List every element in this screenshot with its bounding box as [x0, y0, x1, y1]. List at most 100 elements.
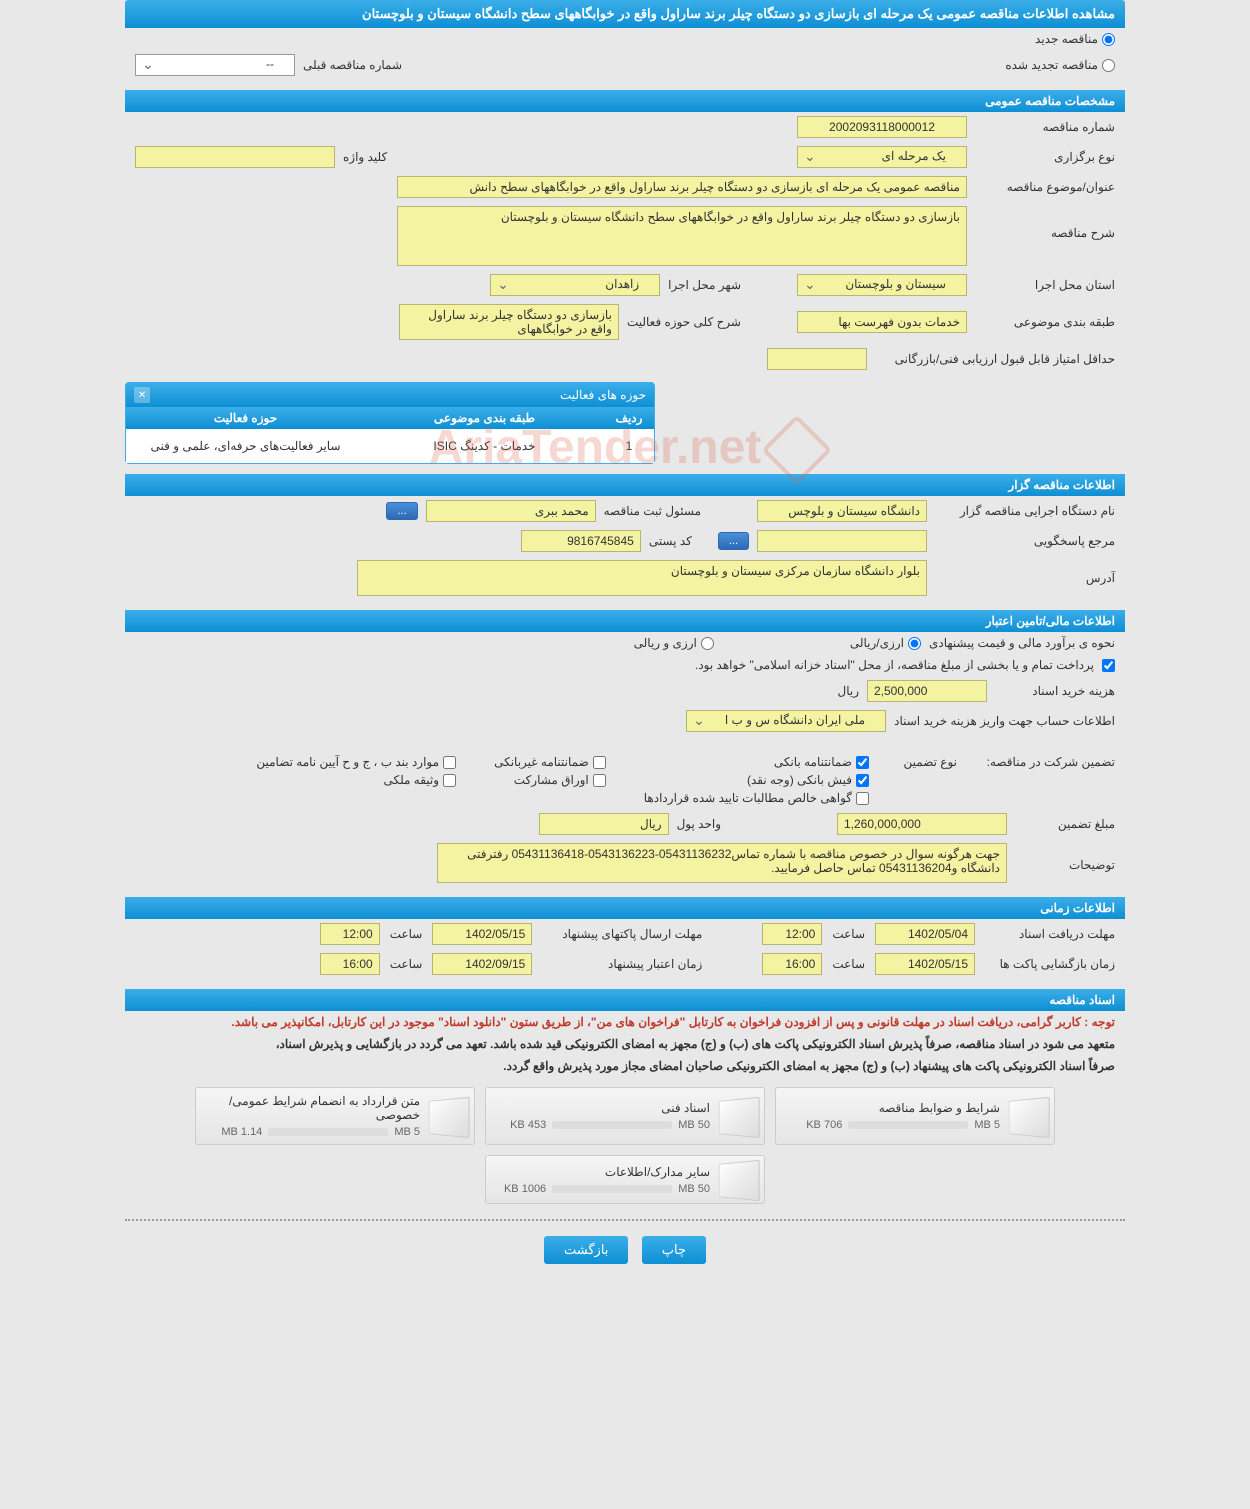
document-item[interactable]: متن قرارداد به انضمام شرایط عمومی/خصوصی5…	[195, 1087, 475, 1145]
progress-bar	[552, 1185, 672, 1193]
more-button[interactable]: ...	[386, 502, 417, 520]
contact-field[interactable]	[757, 530, 927, 552]
province-select[interactable]: سیستان و بلوچستان	[797, 274, 967, 296]
check-bank[interactable]: ضمانتنامه بانکی	[644, 755, 869, 769]
time-label-3: ساعت	[832, 957, 865, 971]
radio-new-tender[interactable]: مناقصه جدید	[1035, 32, 1115, 46]
activity-table: حوزه های فعالیت ✕ ردیف طبقه بندی موضوعی …	[125, 382, 655, 464]
currency-unit-label: واحد پول	[677, 817, 721, 831]
folder-icon	[428, 1099, 468, 1134]
progress-bar	[848, 1121, 968, 1129]
radio-new-label: مناقصه جدید	[1035, 32, 1098, 46]
min-score-field[interactable]	[767, 348, 867, 370]
table-row: 1 خدمات - کدینگ ISIC سایر فعالیت‌های حرف…	[126, 429, 654, 463]
validity-label: زمان اعتبار پیشنهاد	[542, 957, 702, 971]
holding-type-label: نوع برگزاری	[975, 150, 1115, 164]
city-select[interactable]: زاهدان	[490, 274, 660, 296]
radio-new-input[interactable]	[1102, 33, 1115, 46]
back-button[interactable]: بازگشت	[544, 1236, 628, 1264]
th-row: ردیف	[604, 407, 654, 429]
document-grid: شرایط و ضوابط مناقصه5 MB706 KBاسناد فنی5…	[125, 1087, 1125, 1204]
prev-tender-label: شماره مناقصه قبلی	[303, 58, 402, 72]
org-field: دانشگاه سیستان و بلوچس	[757, 500, 927, 522]
th-activity: حوزه فعالیت	[126, 407, 365, 429]
check-nonbank[interactable]: ضمانتنامه غیربانکی	[494, 755, 606, 769]
time-label-4: ساعت	[390, 957, 423, 971]
guarantee-type-label: نوع تضمین	[877, 755, 957, 769]
section-tenderer: اطلاعات مناقصه گزار	[125, 474, 1125, 496]
doc-used: 453 KB	[510, 1119, 546, 1131]
contact-more-button[interactable]: ...	[718, 532, 749, 550]
send-deadline-time: 12:00	[320, 923, 380, 945]
notes-field: جهت هرگونه سوال در خصوص مناقصه با شماره …	[437, 843, 1007, 883]
radio-currency-label: ارزی و ریالی	[634, 636, 697, 650]
guarantee-amount-label: مبلغ تضمین	[1015, 817, 1115, 831]
currency-unit-field: ریال	[539, 813, 669, 835]
category-field: خدمات بدون فهرست بها	[797, 311, 967, 333]
radio-currency[interactable]: ارزی و ریالی	[634, 636, 714, 650]
keyword-field[interactable]	[135, 146, 335, 168]
check-cert[interactable]: گواهی خالص مطالبات تایید شده قراردادها	[644, 791, 869, 805]
keyword-label: کلید واژه	[343, 150, 387, 164]
document-item[interactable]: شرایط و ضوابط مناقصه 5 MB 706 KB	[775, 1087, 1055, 1145]
address-label: آدرس	[935, 571, 1115, 585]
doc-total: 50 MB	[678, 1183, 710, 1195]
print-button[interactable]: چاپ	[642, 1236, 706, 1264]
send-deadline-label: مهلت ارسال پاکتهای پیشنهاد	[542, 927, 702, 941]
activity-table-title: حوزه های فعالیت	[560, 388, 646, 402]
category-label: طبقه بندی موضوعی	[975, 315, 1115, 329]
folder-icon	[1008, 1099, 1048, 1134]
receive-deadline-date: 1402/05/04	[875, 923, 975, 945]
min-score-label: حداقل امتیاز قابل قبول ارزیابی فنی/بازرگ…	[875, 352, 1115, 366]
tender-number-field: 2002093118000012	[797, 116, 967, 138]
activity-desc-label: شرح کلی حوزه فعالیت	[627, 315, 741, 329]
guarantee-amount-field: 1,260,000,000	[837, 813, 1007, 835]
td-row: 1	[604, 435, 654, 457]
radio-renewed-tender[interactable]: مناقصه تجدید شده	[1005, 58, 1115, 72]
time-label-2: ساعت	[390, 927, 423, 941]
radio-rial[interactable]: ارزی/ریالی	[850, 636, 921, 650]
doc-total: 5 MB	[974, 1119, 1000, 1131]
doc-title: سایر مدارک/اطلاعات	[492, 1165, 710, 1179]
opening-label: زمان بازگشایی پاکت ها	[985, 957, 1115, 971]
opening-date: 1402/05/15	[875, 953, 975, 975]
check-property[interactable]: وثیقه ملکی	[256, 773, 456, 787]
close-icon[interactable]: ✕	[134, 387, 150, 403]
payment-note: پرداخت تمام و یا بخشی از مبلغ مناقصه، از…	[695, 658, 1094, 672]
prev-tender-select[interactable]: --	[135, 54, 295, 76]
postal-label: کد پستی	[649, 534, 692, 548]
activity-desc-field: بازسازی دو دستگاه چیلر برند ساراول واقع …	[399, 304, 619, 340]
doc-title: متن قرارداد به انضمام شرایط عمومی/خصوصی	[202, 1094, 420, 1122]
holding-type-select[interactable]: یک مرحله ای	[797, 146, 967, 168]
section-documents: اسناد مناقصه	[125, 989, 1125, 1011]
progress-bar	[268, 1128, 388, 1136]
notice-red: توجه : کاربر گرامی، دریافت اسناد در مهلت…	[231, 1015, 1115, 1029]
payment-note-check[interactable]	[1102, 659, 1115, 672]
description-label: شرح مناقصه	[975, 206, 1115, 240]
check-bonds[interactable]: اوراق مشارکت	[494, 773, 606, 787]
radio-currency-input[interactable]	[701, 637, 714, 650]
validity-time: 16:00	[320, 953, 380, 975]
doc-used: 1.14 MB	[221, 1126, 262, 1138]
radio-rial-input[interactable]	[908, 637, 921, 650]
check-items[interactable]: موارد بند ب ، ج و ح آیین نامه تضامین	[256, 755, 456, 769]
page-title-bar: مشاهده اطلاعات مناقصه عمومی یک مرحله ای …	[125, 0, 1125, 28]
document-item[interactable]: سایر مدارک/اطلاعات50 MB1006 KB	[485, 1155, 765, 1204]
notes-label: توضیحات	[1015, 843, 1115, 872]
validity-date: 1402/09/15	[432, 953, 532, 975]
doc-price-label: هزینه خرید اسناد	[995, 684, 1115, 698]
radio-renewed-label: مناقصه تجدید شده	[1005, 58, 1098, 72]
check-cash[interactable]: فیش بانکی (وجه نقد)	[644, 773, 869, 787]
doc-used: 706 KB	[806, 1119, 842, 1131]
description-field: بازسازی دو دستگاه چیلر برند ساراول واقع …	[397, 206, 967, 266]
document-item[interactable]: اسناد فنی50 MB453 KB	[485, 1087, 765, 1145]
th-category: طبقه بندی موضوعی	[365, 407, 604, 429]
account-select[interactable]: ملی ایران دانشگاه س و ب ا	[686, 710, 886, 732]
postal-field: 9816745845	[521, 530, 641, 552]
radio-renewed-input[interactable]	[1102, 59, 1115, 72]
progress-bar	[552, 1121, 672, 1129]
doc-title: اسناد فنی	[492, 1101, 710, 1115]
registrar-label: مسئول ثبت مناقصه	[604, 504, 701, 518]
td-activity: سایر فعالیت‌های حرفه‌ای، علمی و فنی	[126, 435, 365, 457]
doc-title: شرایط و ضوابط مناقصه	[782, 1101, 1000, 1115]
